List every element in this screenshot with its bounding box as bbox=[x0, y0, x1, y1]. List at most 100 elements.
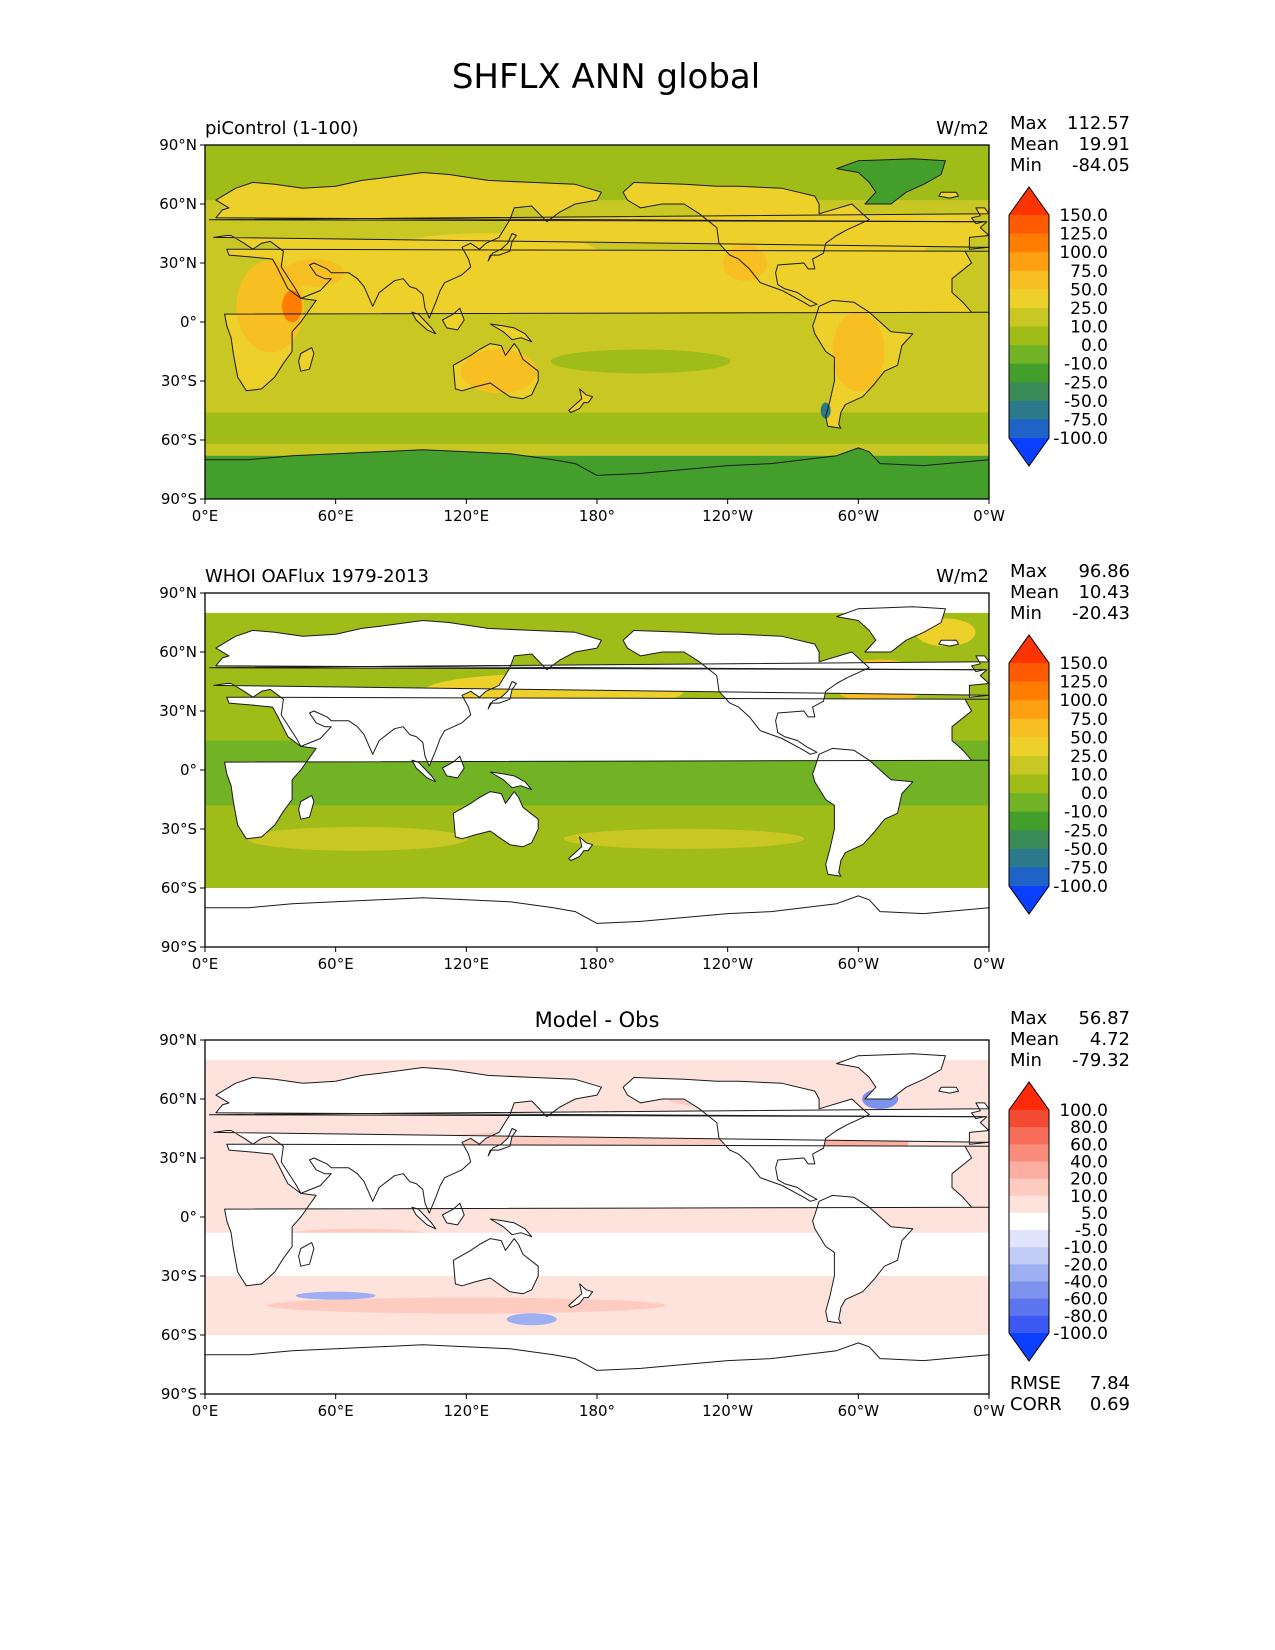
lat-tick-label: 30°N bbox=[159, 1149, 197, 1167]
coastline-newguinea bbox=[489, 323, 533, 343]
colorbar-level-label: -10.0 bbox=[1064, 1238, 1108, 1258]
stat-label-min: Min bbox=[1010, 1050, 1042, 1071]
colorbar-segment bbox=[1009, 774, 1049, 794]
colorbar-level-label: -5.0 bbox=[1075, 1221, 1108, 1241]
southern-mask-fill bbox=[205, 1335, 989, 1394]
map-field bbox=[205, 1040, 989, 1394]
land-mask-newguinea bbox=[490, 772, 532, 790]
colorbar-segment bbox=[1009, 681, 1049, 701]
coastline-australia bbox=[452, 1238, 539, 1295]
land-mask-samerica bbox=[812, 748, 913, 877]
south-pacific-patch bbox=[564, 828, 805, 849]
lat-tick-label: 30°S bbox=[161, 820, 197, 838]
stat-value-mean: 10.43 bbox=[1078, 582, 1130, 603]
coastline-greenland bbox=[836, 158, 946, 205]
colorbar-segment bbox=[1009, 1315, 1049, 1334]
southern-mask-fill bbox=[205, 888, 989, 947]
colorbar-extend-max bbox=[1009, 635, 1049, 663]
stat-label-max: Max bbox=[1010, 113, 1048, 134]
southern-diff-band bbox=[266, 1297, 667, 1314]
land-mask-australia bbox=[453, 1238, 539, 1294]
stat-value-min: -84.05 bbox=[1072, 155, 1130, 176]
coastline-sumatra bbox=[411, 1206, 437, 1230]
colorbar-segment bbox=[1009, 1264, 1049, 1283]
stat-value-min: -20.43 bbox=[1072, 603, 1130, 624]
land-mask-eurasia bbox=[213, 1067, 989, 1214]
colorbar-level-label: 100.0 bbox=[1059, 243, 1108, 263]
coastline-australia bbox=[452, 791, 539, 848]
coastline-uk bbox=[208, 207, 989, 225]
panel-test: piControl (1-100) W/m2 90°N 60°N 30°N 0° 30°S 6… bbox=[159, 113, 1130, 525]
lon-tick-label: 0°E bbox=[192, 507, 219, 525]
coastline-borneo bbox=[441, 307, 465, 331]
lat-tick-label: 60°S bbox=[161, 879, 197, 897]
samerica-hot-patch bbox=[832, 311, 885, 392]
coastline-samerica bbox=[812, 1194, 914, 1324]
africa-hot-patch bbox=[236, 260, 305, 353]
colorbar-level-label: 75.0 bbox=[1070, 262, 1108, 282]
panel-title-left: WHOI OAFlux 1979-2013 bbox=[205, 566, 429, 587]
south-pacific-patch bbox=[550, 349, 731, 374]
arctic-mask-fill bbox=[205, 1040, 989, 1060]
colorbar-segment bbox=[1009, 1247, 1049, 1265]
tasman-neg-patch bbox=[506, 1313, 557, 1326]
coastline-iceland bbox=[938, 191, 959, 199]
coastline-africa bbox=[224, 696, 989, 840]
colorbar-segment bbox=[1009, 830, 1049, 850]
stat-value-rmse: 7.84 bbox=[1090, 1373, 1130, 1394]
colorbar-segment bbox=[1009, 382, 1049, 402]
lat-tick-label: 90°N bbox=[159, 1031, 197, 1049]
colorbar-outline bbox=[1008, 634, 1050, 915]
stat-value-mean: 4.72 bbox=[1090, 1029, 1130, 1050]
coastline-uk bbox=[208, 655, 989, 673]
colorbar-segment bbox=[1009, 289, 1049, 309]
lon-tick-label: 0°E bbox=[192, 955, 219, 973]
colorbar-segment bbox=[1009, 345, 1049, 365]
coastline-uk bbox=[208, 1102, 989, 1120]
land-fill-nz bbox=[568, 388, 593, 413]
colorbar-level-label: -40.0 bbox=[1064, 1273, 1108, 1293]
coastline-sumatra bbox=[411, 311, 437, 335]
coastline-japan bbox=[487, 1128, 517, 1157]
coastline-nz bbox=[568, 836, 594, 861]
stat-value-mean: 19.91 bbox=[1078, 134, 1130, 155]
colorbar-level-label: 10.0 bbox=[1070, 318, 1108, 338]
lon-tick-label: 120°E bbox=[444, 1402, 490, 1420]
land-mask-sumatra bbox=[411, 1207, 436, 1229]
coastline-antarctica bbox=[205, 895, 989, 947]
colorbar-segment bbox=[1009, 419, 1049, 439]
coastline-greenland bbox=[836, 1053, 946, 1100]
colorbar-segment bbox=[1009, 363, 1049, 383]
colorbar-level-label: 10.0 bbox=[1070, 766, 1108, 786]
coastline-madagascar bbox=[298, 347, 315, 372]
panel-title-center: Model - Obs bbox=[535, 1008, 660, 1032]
colorbar-level-label: -10.0 bbox=[1064, 803, 1108, 823]
colorbar-segment bbox=[1009, 307, 1049, 327]
colorbar-segment bbox=[1009, 270, 1049, 290]
colorbar-level-label: 125.0 bbox=[1059, 673, 1108, 693]
colorbar-level-label: 25.0 bbox=[1070, 299, 1108, 319]
stat-label-corr: CORR bbox=[1010, 1394, 1062, 1415]
colorbar-extend-min bbox=[1009, 1333, 1049, 1361]
coastline-namerica bbox=[622, 1076, 870, 1202]
stat-label-rmse: RMSE bbox=[1010, 1373, 1061, 1394]
colorbar-level-label: 0.0 bbox=[1081, 336, 1108, 356]
lat-tick-label: 0° bbox=[180, 313, 197, 331]
panel-units: W/m2 bbox=[936, 566, 989, 587]
coastline-samerica bbox=[812, 747, 914, 877]
colorbar-segment bbox=[1009, 1161, 1049, 1180]
colorbar-extend-min bbox=[1009, 438, 1049, 466]
colorbar-level-label: -80.0 bbox=[1064, 1307, 1108, 1327]
figure-title: SHFLX ANN global bbox=[452, 57, 760, 97]
lon-tick-label: 120°W bbox=[702, 955, 753, 973]
colorbar-level-label: -100.0 bbox=[1053, 877, 1108, 897]
colorbar-level-label: -60.0 bbox=[1064, 1290, 1108, 1310]
land-fill-eurasia bbox=[213, 172, 989, 319]
stat-label-max: Max bbox=[1010, 1008, 1048, 1029]
stat-label-min: Min bbox=[1010, 155, 1042, 176]
lon-tick-label: 120°E bbox=[444, 507, 490, 525]
colorbar-level-label: 50.0 bbox=[1070, 280, 1108, 300]
colorbar-segment bbox=[1009, 400, 1049, 420]
coastline-nz bbox=[568, 1283, 594, 1308]
lat-tick-label: 30°N bbox=[159, 702, 197, 720]
